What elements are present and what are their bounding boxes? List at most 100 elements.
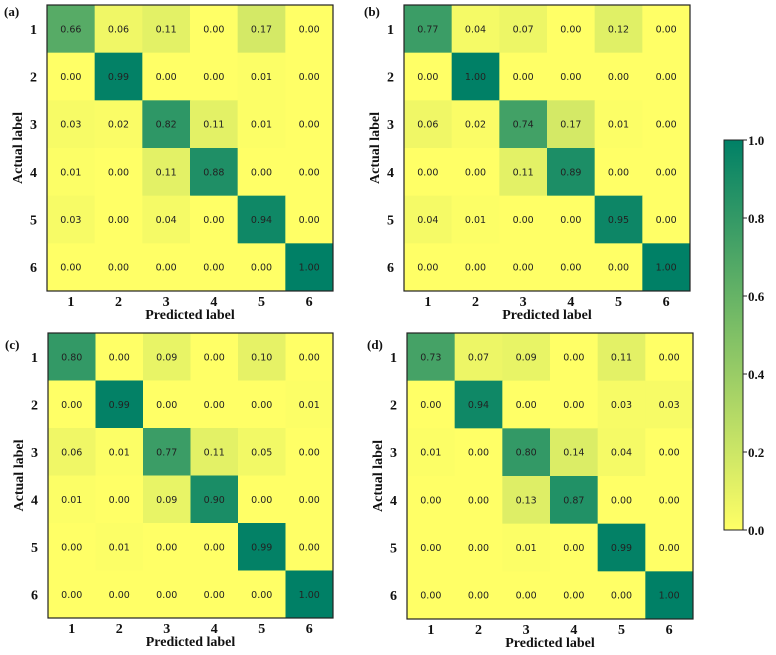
cell-value-label: 0.00 — [203, 263, 224, 274]
heatmap-cell — [502, 523, 551, 572]
cell-value-label: 0.11 — [204, 447, 225, 458]
y-axis-label: Actual label — [368, 112, 383, 184]
heatmap-cell — [237, 5, 286, 54]
heatmap-cell — [94, 100, 143, 149]
x-tick-label: 3 — [523, 623, 530, 638]
cell-value-label: 0.00 — [420, 543, 441, 554]
heatmap-cell — [47, 148, 96, 197]
plot-frame — [46, 4, 334, 292]
heatmap-cell — [95, 523, 144, 571]
plot-frame — [406, 332, 694, 620]
heatmap-cell — [142, 148, 191, 197]
heatmap-cell — [190, 5, 239, 54]
cell-value-label: 0.00 — [299, 215, 320, 226]
cell-value-label: 0.00 — [656, 24, 677, 35]
heatmap-cell — [547, 195, 596, 244]
cell-value-label: 0.00 — [61, 400, 82, 411]
heatmap-cell — [502, 428, 551, 477]
heatmap-cell — [48, 380, 96, 429]
cell-value-label: 0.00 — [156, 400, 177, 411]
heatmap-cell — [285, 475, 334, 524]
heatmap-cell — [285, 380, 334, 429]
cell-value-label: 0.00 — [204, 400, 225, 411]
heatmap-cell — [407, 523, 456, 572]
cell-value-label: 0.00 — [468, 543, 489, 554]
y-tick-label: 4 — [31, 493, 38, 508]
cell-value-label: 0.00 — [417, 167, 438, 178]
cell-value-label: 0.17 — [560, 120, 581, 131]
heatmap-cell — [407, 380, 456, 429]
heatmap-cell — [190, 195, 239, 244]
heatmap-cell — [237, 195, 286, 244]
y-tick-label: 1 — [31, 351, 38, 366]
plot-frame — [47, 332, 334, 619]
heatmap-cell — [94, 5, 143, 54]
heatmap-cell — [94, 195, 143, 244]
colorbar-tick-label: 0.6 — [748, 289, 765, 304]
y-tick-label: 6 — [390, 589, 397, 604]
cell-value-label: 0.74 — [513, 120, 534, 131]
heatmap-cell — [454, 380, 503, 429]
cell-value-label: 0.00 — [61, 542, 82, 553]
heatmap-cell — [94, 243, 143, 292]
y-tick-label: 5 — [390, 542, 397, 557]
cell-value-label: 0.00 — [299, 167, 320, 178]
cell-value-label: 0.00 — [299, 495, 320, 506]
cell-value-label: 0.00 — [420, 400, 441, 411]
cell-value-label: 1.00 — [659, 591, 680, 602]
cell-value-label: 0.06 — [108, 24, 129, 35]
heatmap-cell — [285, 243, 334, 292]
cell-value-label: 0.00 — [251, 590, 272, 601]
heatmap-cell — [645, 333, 694, 382]
heatmap-cell — [502, 476, 551, 525]
heatmap-cell — [190, 243, 239, 292]
heatmap-cell — [190, 475, 239, 524]
cell-value-label: 0.99 — [108, 72, 129, 83]
heatmap-cell — [237, 243, 286, 292]
heatmap-cell — [47, 52, 96, 101]
heatmap-cell — [190, 380, 239, 429]
cell-value-label: 0.00 — [251, 495, 272, 506]
cell-value-label: 0.00 — [656, 120, 677, 131]
y-tick-label: 6 — [30, 261, 37, 276]
heatmap-cell — [238, 475, 286, 524]
heatmap-cell — [645, 476, 694, 525]
heatmap-cell — [499, 243, 548, 292]
cell-value-label: 0.00 — [563, 400, 584, 411]
cell-value-label: 0.00 — [156, 590, 177, 601]
cell-value-label: 0.00 — [563, 543, 584, 554]
heatmap-cell — [238, 523, 286, 571]
heatmap-cell — [594, 243, 643, 292]
y-axis-label: Actual label — [371, 440, 386, 512]
heatmap-cell — [285, 428, 334, 476]
cell-value-label: 0.01 — [299, 400, 320, 411]
heatmap-cell — [404, 5, 453, 54]
cell-value-label: 0.00 — [156, 263, 177, 274]
cell-value-label: 0.00 — [417, 263, 438, 274]
heatmap-cell — [597, 523, 646, 572]
y-tick-label: 2 — [390, 399, 397, 414]
y-tick-label: 5 — [31, 541, 38, 556]
y-tick-label: 1 — [387, 23, 394, 38]
cell-value-label: 0.00 — [108, 263, 129, 274]
heatmap-cell — [237, 148, 286, 197]
cell-value-label: 0.00 — [61, 590, 82, 601]
y-tick-label: 4 — [390, 494, 397, 509]
heatmap-cell — [597, 333, 646, 382]
heatmap-cell — [502, 571, 551, 620]
heatmap-cell — [550, 333, 599, 382]
cell-value-label: 0.00 — [659, 543, 680, 554]
heatmap-cell — [190, 570, 239, 619]
cell-value-label: 0.10 — [251, 352, 272, 363]
heatmap-cell — [94, 148, 143, 197]
heatmap-cell — [142, 100, 191, 149]
heatmap-cell — [285, 100, 334, 149]
cell-value-label: 0.00 — [156, 542, 177, 553]
heatmap-cell — [48, 333, 96, 381]
heatmap-cell — [143, 523, 191, 571]
heatmap-cell — [190, 52, 239, 101]
heatmap-cell — [550, 571, 599, 620]
cell-value-label: 0.01 — [608, 120, 629, 131]
heatmap-cell — [404, 243, 453, 292]
cell-value-label: 0.04 — [417, 215, 438, 226]
